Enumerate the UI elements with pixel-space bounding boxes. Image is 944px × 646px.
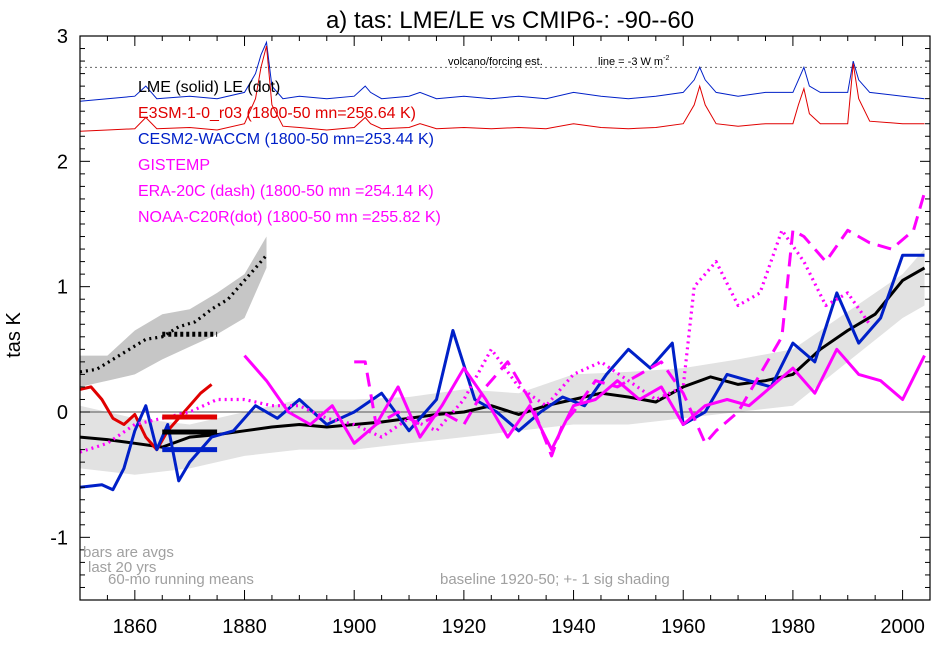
forcing-label: volcano/forcing est. bbox=[448, 56, 543, 68]
legend-entry-2: CESM2-WACCM (1800-50 mn=253.44 K) bbox=[138, 131, 434, 148]
axes: 1860 1880 1900 1920 1940 1960 1980 2000 -1 0 1 2 3 bbox=[50, 26, 931, 638]
shading-band-1 bbox=[80, 236, 267, 387]
forcing-line-label-main: line = -3 W m bbox=[598, 56, 663, 68]
legend-entry-0: LME (solid) LE (dot) bbox=[138, 79, 280, 96]
forcing-line-0 bbox=[80, 40, 925, 102]
forcing-line-1 bbox=[80, 45, 925, 132]
legend-entry-5: NOAA-C20R(dot) (1800-50 mn =255.82 K) bbox=[138, 209, 441, 226]
series-line-6 bbox=[80, 228, 872, 454]
plot-frame bbox=[79, 35, 931, 601]
forcing-line-label: line = -3 W m-2 bbox=[598, 55, 669, 68]
y-tick-label-1: 1 bbox=[57, 277, 68, 299]
chart-title: a) tas: LME/LE vs CMIP6-: -90--60 bbox=[326, 7, 694, 34]
legend-entry-3: GISTEMP bbox=[138, 157, 210, 174]
series-line-4 bbox=[243, 347, 926, 452]
plot-area bbox=[80, 40, 930, 492]
series-line-5 bbox=[354, 192, 926, 458]
y-tick-label-3: 3 bbox=[57, 26, 68, 48]
legend-entry-1: E3SM-1-0_r03 (1800-50 mn=256.64 K) bbox=[138, 105, 416, 122]
legend-entry-4: ERA-20C (dash) (1800-50 mn =254.14 K) bbox=[138, 183, 434, 200]
x-tick-label-1980: 1980 bbox=[771, 616, 816, 638]
note-running: 60-mo running means bbox=[108, 571, 254, 588]
annotations: volcano/forcing est. line = -3 W m-2 bar… bbox=[83, 55, 670, 588]
x-tick-label-1960: 1960 bbox=[661, 616, 706, 638]
legend: LME (solid) LE (dot) E3SM-1-0_r03 (1800-5… bbox=[138, 79, 441, 226]
forcing-line-label-sup: -2 bbox=[663, 55, 669, 62]
shading-band-0 bbox=[80, 249, 925, 475]
note-baseline: baseline 1920-50; +- 1 sig shading bbox=[440, 571, 670, 588]
series-line-2 bbox=[80, 383, 213, 452]
note-bars: bars are avgs bbox=[83, 544, 174, 561]
x-tick-label-1880: 1880 bbox=[222, 616, 267, 638]
x-tick-label-1940: 1940 bbox=[551, 616, 596, 638]
x-tick-label-1860: 1860 bbox=[113, 616, 158, 638]
note-bars-2: last 20 yrs bbox=[88, 559, 156, 576]
x-tick-label-1920: 1920 bbox=[442, 616, 487, 638]
y-tick-label-0: 0 bbox=[57, 402, 68, 424]
plot-inner bbox=[80, 40, 930, 492]
y-axis-label: tas K bbox=[3, 312, 25, 358]
series-line-1 bbox=[80, 254, 268, 374]
y-tick-label--1: -1 bbox=[50, 527, 68, 549]
x-tick-label-2000: 2000 bbox=[880, 616, 925, 638]
y-tick-label-2: 2 bbox=[57, 151, 68, 173]
x-tick-label-1900: 1900 bbox=[332, 616, 377, 638]
